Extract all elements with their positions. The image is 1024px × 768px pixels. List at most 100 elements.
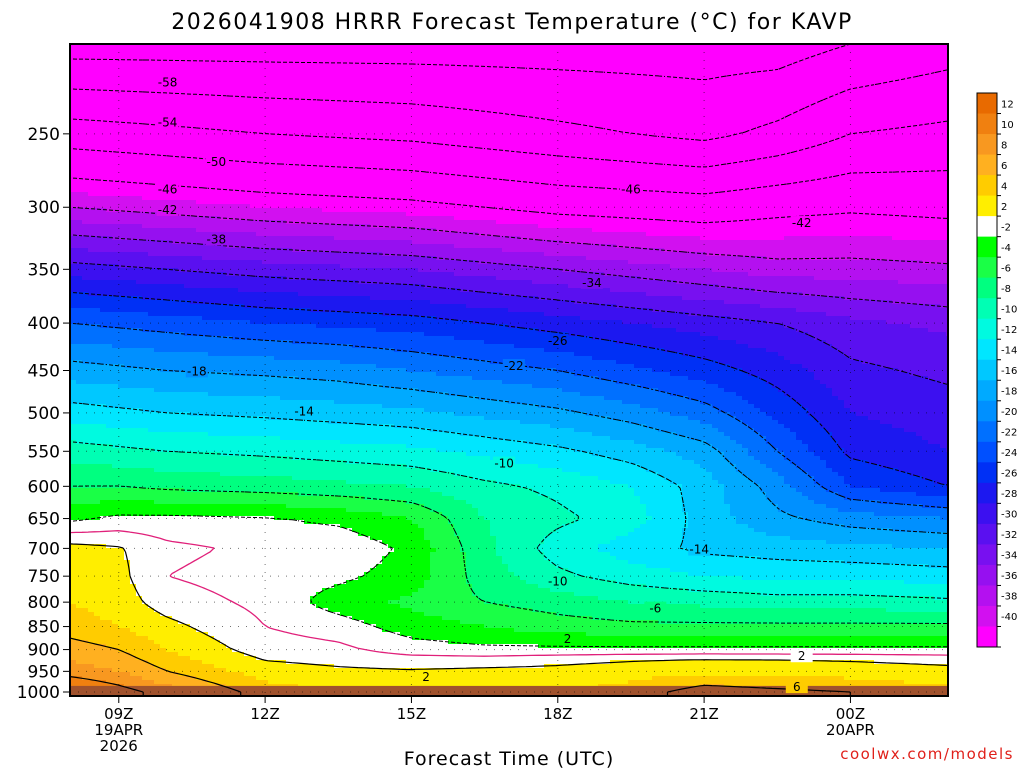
- temperature-cell: [70, 144, 948, 149]
- temperature-cell: [70, 124, 948, 129]
- temperature-cell: [550, 560, 629, 565]
- temperature-cell: [82, 276, 287, 281]
- colorbar-frame: [976, 92, 998, 648]
- temperature-cell: [70, 252, 149, 257]
- temperature-cell: [424, 536, 461, 541]
- temperature-cell: [346, 580, 425, 585]
- temperature-cell: [70, 420, 329, 425]
- temperature-cell: [928, 328, 948, 333]
- temperature-cell: [520, 420, 629, 425]
- contour-line: [70, 637, 851, 696]
- temperature-cell: [70, 220, 83, 225]
- temperature-cell: [544, 536, 617, 541]
- temperature-cell: [172, 240, 413, 245]
- temperature-cell: [676, 452, 725, 457]
- temperature-cell: [70, 556, 125, 561]
- temperature-cell: [610, 552, 707, 557]
- temperature-cell: [826, 312, 948, 317]
- temperature-cell: [70, 404, 107, 409]
- temperature-cell: [268, 416, 485, 421]
- temperature-cell: [148, 312, 383, 317]
- temperature-cell: [496, 544, 539, 549]
- colorbar-tick-label: -10: [1001, 304, 1017, 315]
- temperature-cell: [634, 440, 707, 445]
- temperature-cell: [790, 484, 821, 489]
- temperature-cell: [574, 520, 647, 525]
- temperature-cell: [238, 288, 461, 293]
- temperature-cell: [70, 232, 257, 237]
- temperature-cell: [760, 556, 948, 561]
- temperature-cell: [70, 412, 191, 417]
- temperature-cell: [802, 492, 839, 497]
- y-tick-label: 900: [28, 641, 60, 661]
- colorbar-tick-label: 4: [1001, 181, 1007, 192]
- temperature-cell: [700, 464, 737, 469]
- temperature-cell: [70, 368, 161, 373]
- temperature-cell: [670, 392, 737, 397]
- temperature-cell: [70, 376, 299, 381]
- temperature-cell: [562, 524, 641, 529]
- x-tick-label: 18Z: [543, 705, 572, 723]
- temperature-cell: [70, 468, 155, 473]
- temperature-cell: [232, 648, 948, 653]
- temperature-cell: [892, 528, 948, 533]
- temperature-cell: [70, 520, 305, 525]
- temperature-cell: [556, 612, 948, 617]
- temperature-cell: [484, 624, 948, 629]
- temperature-cell: [70, 192, 89, 197]
- temperature-cell: [70, 540, 383, 545]
- temperature-cell: [202, 660, 287, 665]
- temperature-cell: [814, 276, 948, 281]
- temperature-cell: [220, 452, 467, 457]
- temperature-cell: [70, 264, 119, 269]
- temperature-cell: [436, 448, 575, 453]
- temperature-cell: [814, 480, 845, 485]
- temperature-cell: [784, 424, 821, 429]
- temperature-cell: [154, 388, 419, 393]
- temperature-cell: [70, 356, 275, 361]
- temperature-cell: [154, 468, 431, 473]
- temperature-cell: [682, 352, 779, 357]
- temperature-cell: [526, 364, 635, 369]
- colorbar-tick-label: -20: [1001, 407, 1017, 418]
- temperature-cell: [358, 576, 431, 581]
- temperature-cell: [70, 608, 89, 613]
- temperature-cell: [340, 440, 527, 445]
- temperature-cell: [190, 412, 455, 417]
- temperature-cell: [70, 168, 948, 173]
- temperature-cell: [346, 460, 515, 465]
- temperature-cell: [100, 308, 311, 313]
- temperature-cell: [436, 316, 581, 321]
- temperature-cell: [70, 48, 948, 53]
- temperature-cell: [712, 476, 749, 481]
- temperature-cell: [658, 428, 719, 433]
- temperature-cell: [532, 384, 641, 389]
- temperature-cell: [154, 348, 395, 353]
- temperature-cell: [70, 260, 263, 265]
- temperature-cell: [520, 236, 701, 241]
- x-tick-label: 20APR: [826, 721, 875, 739]
- temperature-cell: [346, 480, 497, 485]
- temperature-cell: [430, 508, 479, 513]
- temperature-cell: [70, 636, 149, 641]
- temperature-cell: [736, 520, 821, 525]
- temperature-cell: [934, 596, 948, 601]
- temperature-cell: [322, 588, 419, 593]
- temperature-cell: [142, 600, 311, 605]
- y-tick-label: 950: [28, 662, 60, 682]
- temperature-cell: [730, 364, 803, 369]
- temperature-cell: [718, 284, 948, 289]
- temperature-cell: [562, 388, 659, 393]
- temperature-cell: [880, 488, 948, 493]
- temperature-cell: [538, 464, 641, 469]
- contour-line: [70, 234, 948, 308]
- temperature-cell: [544, 312, 689, 317]
- temperature-cell: [532, 488, 635, 493]
- temperature-cell: [70, 272, 227, 277]
- temperature-cell: [124, 556, 383, 561]
- temperature-cell: [274, 516, 407, 521]
- credit-link[interactable]: coolwx.com/models: [840, 745, 1014, 763]
- temperature-cell: [274, 356, 461, 361]
- temperature-cell: [460, 544, 497, 549]
- temperature-cell: [742, 420, 779, 425]
